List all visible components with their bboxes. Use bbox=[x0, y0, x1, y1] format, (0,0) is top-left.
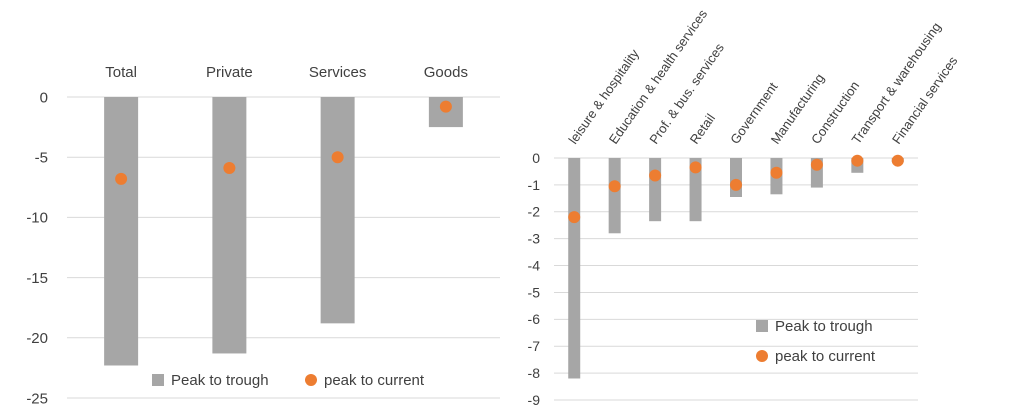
dot-peak-to-current bbox=[568, 211, 581, 224]
bar-peak-to-trough bbox=[320, 97, 355, 324]
category-label: Private bbox=[206, 64, 253, 81]
bar-peak-to-trough bbox=[689, 158, 702, 222]
right-chart: 0 -1 -2 -3 -4 -5 -6 -7 -8 -9 leisure & hospitality… bbox=[528, 6, 961, 408]
y-tick-label: -8 bbox=[528, 365, 541, 381]
y-tick-label: -4 bbox=[528, 257, 541, 273]
category-label: Retail bbox=[687, 111, 718, 147]
bar-peak-to-trough bbox=[104, 97, 139, 366]
dot-peak-to-current bbox=[891, 154, 904, 167]
y-tick-label: 0 bbox=[532, 150, 540, 166]
legend-label: peak to current bbox=[324, 372, 425, 389]
y-tick-label: -9 bbox=[528, 392, 541, 408]
dot-peak-to-current bbox=[770, 166, 783, 179]
legend-dot-swatch bbox=[305, 374, 317, 386]
dot-peak-to-current bbox=[851, 154, 864, 167]
dot-peak-to-current bbox=[608, 180, 621, 193]
category-label: Prof. & bus. services bbox=[646, 40, 727, 147]
legend-label: Peak to trough bbox=[775, 318, 873, 335]
dot-peak-to-current bbox=[649, 169, 662, 182]
dot-peak-to-current bbox=[730, 178, 742, 191]
legend-bar-swatch bbox=[152, 374, 164, 386]
y-tick-label: -3 bbox=[528, 231, 541, 247]
y-tick-label: -7 bbox=[528, 338, 541, 354]
dot-peak-to-current bbox=[115, 172, 128, 185]
category-label: Services bbox=[309, 64, 367, 81]
legend-label: peak to current bbox=[775, 348, 876, 365]
legend-bar-swatch bbox=[756, 320, 768, 332]
bar-peak-to-trough bbox=[212, 97, 247, 354]
dot-peak-to-current bbox=[223, 162, 236, 175]
left-chart: 0 -5 -10 -15 -20 -25 Total Private Services Goods… bbox=[26, 64, 500, 407]
legend-label: Peak to trough bbox=[171, 372, 269, 389]
y-tick-label: -10 bbox=[26, 210, 48, 227]
category-label: leisure & hospitality bbox=[565, 46, 642, 147]
bar-peak-to-trough bbox=[568, 158, 581, 379]
y-tick-label: -25 bbox=[26, 390, 48, 407]
bar-peak-to-trough bbox=[649, 158, 662, 222]
y-tick-label: -2 bbox=[528, 204, 541, 220]
y-tick-label: -20 bbox=[26, 330, 48, 347]
bar-peak-to-trough bbox=[608, 158, 621, 234]
category-label: Goods bbox=[424, 64, 468, 81]
dot-peak-to-current bbox=[331, 151, 344, 164]
y-tick-label: -15 bbox=[26, 270, 48, 287]
category-label: Total bbox=[105, 64, 137, 81]
dot-peak-to-current bbox=[810, 158, 823, 171]
y-tick-label: -5 bbox=[35, 149, 48, 166]
dot-peak-to-current bbox=[689, 161, 702, 174]
y-tick-label: 0 bbox=[40, 89, 48, 106]
y-tick-label: -5 bbox=[528, 284, 541, 300]
bar-peak-to-trough bbox=[730, 158, 742, 197]
dot-peak-to-current bbox=[439, 100, 452, 113]
y-tick-label: -1 bbox=[528, 177, 541, 193]
y-tick-label: -6 bbox=[528, 311, 541, 327]
legend-dot-swatch bbox=[756, 350, 768, 362]
